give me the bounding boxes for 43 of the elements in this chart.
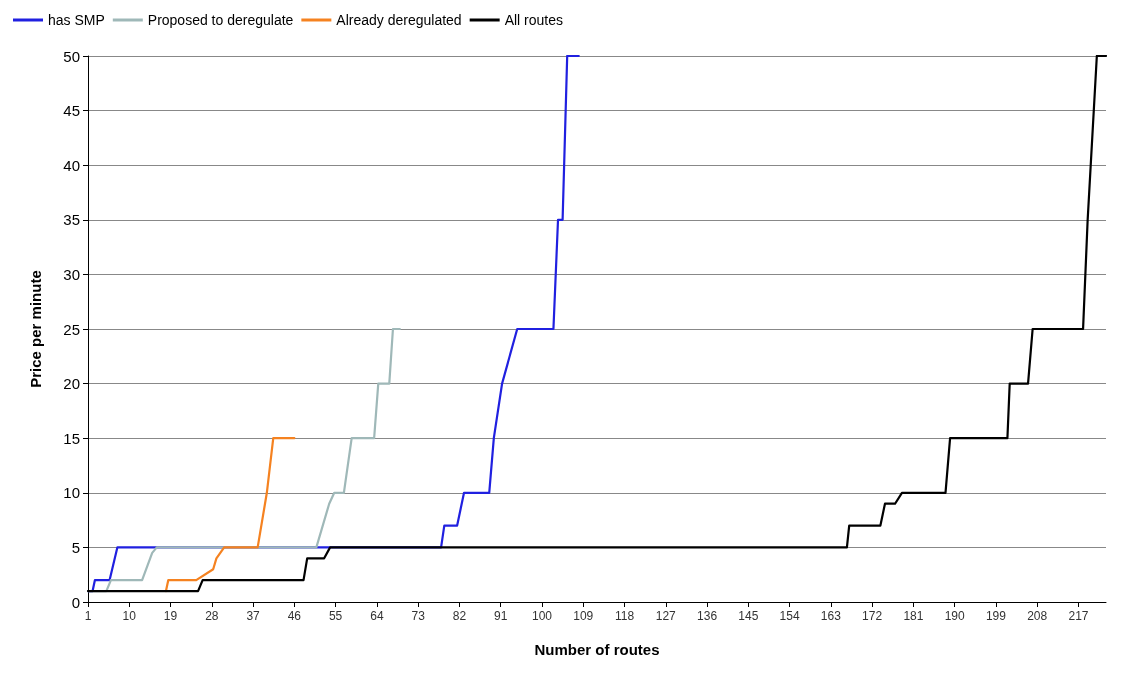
- line-series: [164, 437, 296, 593]
- x-tick-label: 190: [944, 609, 966, 623]
- x-tick-label: 91: [494, 609, 508, 623]
- y-tick-label: 25: [63, 320, 80, 338]
- y-tick-label: 35: [63, 211, 80, 229]
- legend-label: has SMP: [48, 12, 105, 28]
- x-tick-label: 208: [1027, 609, 1048, 623]
- x-tick-label: 118: [614, 609, 635, 623]
- x-tick-label: 163: [820, 609, 842, 623]
- x-tick-label: 136: [697, 609, 718, 623]
- y-tick-label: 20: [63, 375, 80, 393]
- x-tick-label: 181: [903, 609, 924, 623]
- x-tick-label: 172: [862, 609, 883, 623]
- x-tick-label: 109: [573, 609, 594, 623]
- x-tick-label: 199: [985, 609, 1007, 623]
- y-tick-label: 40: [63, 156, 80, 174]
- legend-label: Proposed to deregulate: [147, 12, 294, 28]
- y-tick-label: 30: [63, 265, 80, 283]
- x-tick-label: 217: [1068, 609, 1089, 623]
- x-tick-label: 100: [531, 609, 553, 623]
- y-tick-label: 0: [71, 593, 80, 611]
- x-tick-label: 127: [655, 609, 677, 623]
- x-tick-label: 28: [205, 609, 219, 623]
- x-tick-label: 82: [452, 609, 467, 623]
- x-axis-title: Number of routes: [534, 641, 660, 658]
- y-tick-label: 5: [71, 538, 80, 556]
- x-tick-label: 154: [779, 609, 800, 623]
- y-tick-label: 50: [63, 47, 80, 65]
- y-axis-title: Price per minute: [27, 270, 44, 388]
- x-tick-label: 37: [246, 609, 261, 623]
- x-tick-label: 145: [738, 609, 759, 623]
- legend-label: Already deregulated: [336, 12, 462, 28]
- y-tick-label: 45: [63, 102, 80, 120]
- legend-label: All routes: [504, 12, 564, 28]
- x-tick-label: 46: [287, 609, 302, 623]
- x-tick-label: 55: [328, 609, 343, 623]
- y-tick-label: 10: [63, 484, 80, 502]
- x-tick-label: 19: [163, 609, 178, 623]
- y-tick-label: 15: [63, 429, 80, 447]
- x-tick-label: 1: [84, 609, 92, 623]
- x-tick-label: 73: [411, 609, 426, 623]
- x-tick-label: 64: [370, 609, 384, 623]
- x-tick-label: 10: [122, 609, 137, 623]
